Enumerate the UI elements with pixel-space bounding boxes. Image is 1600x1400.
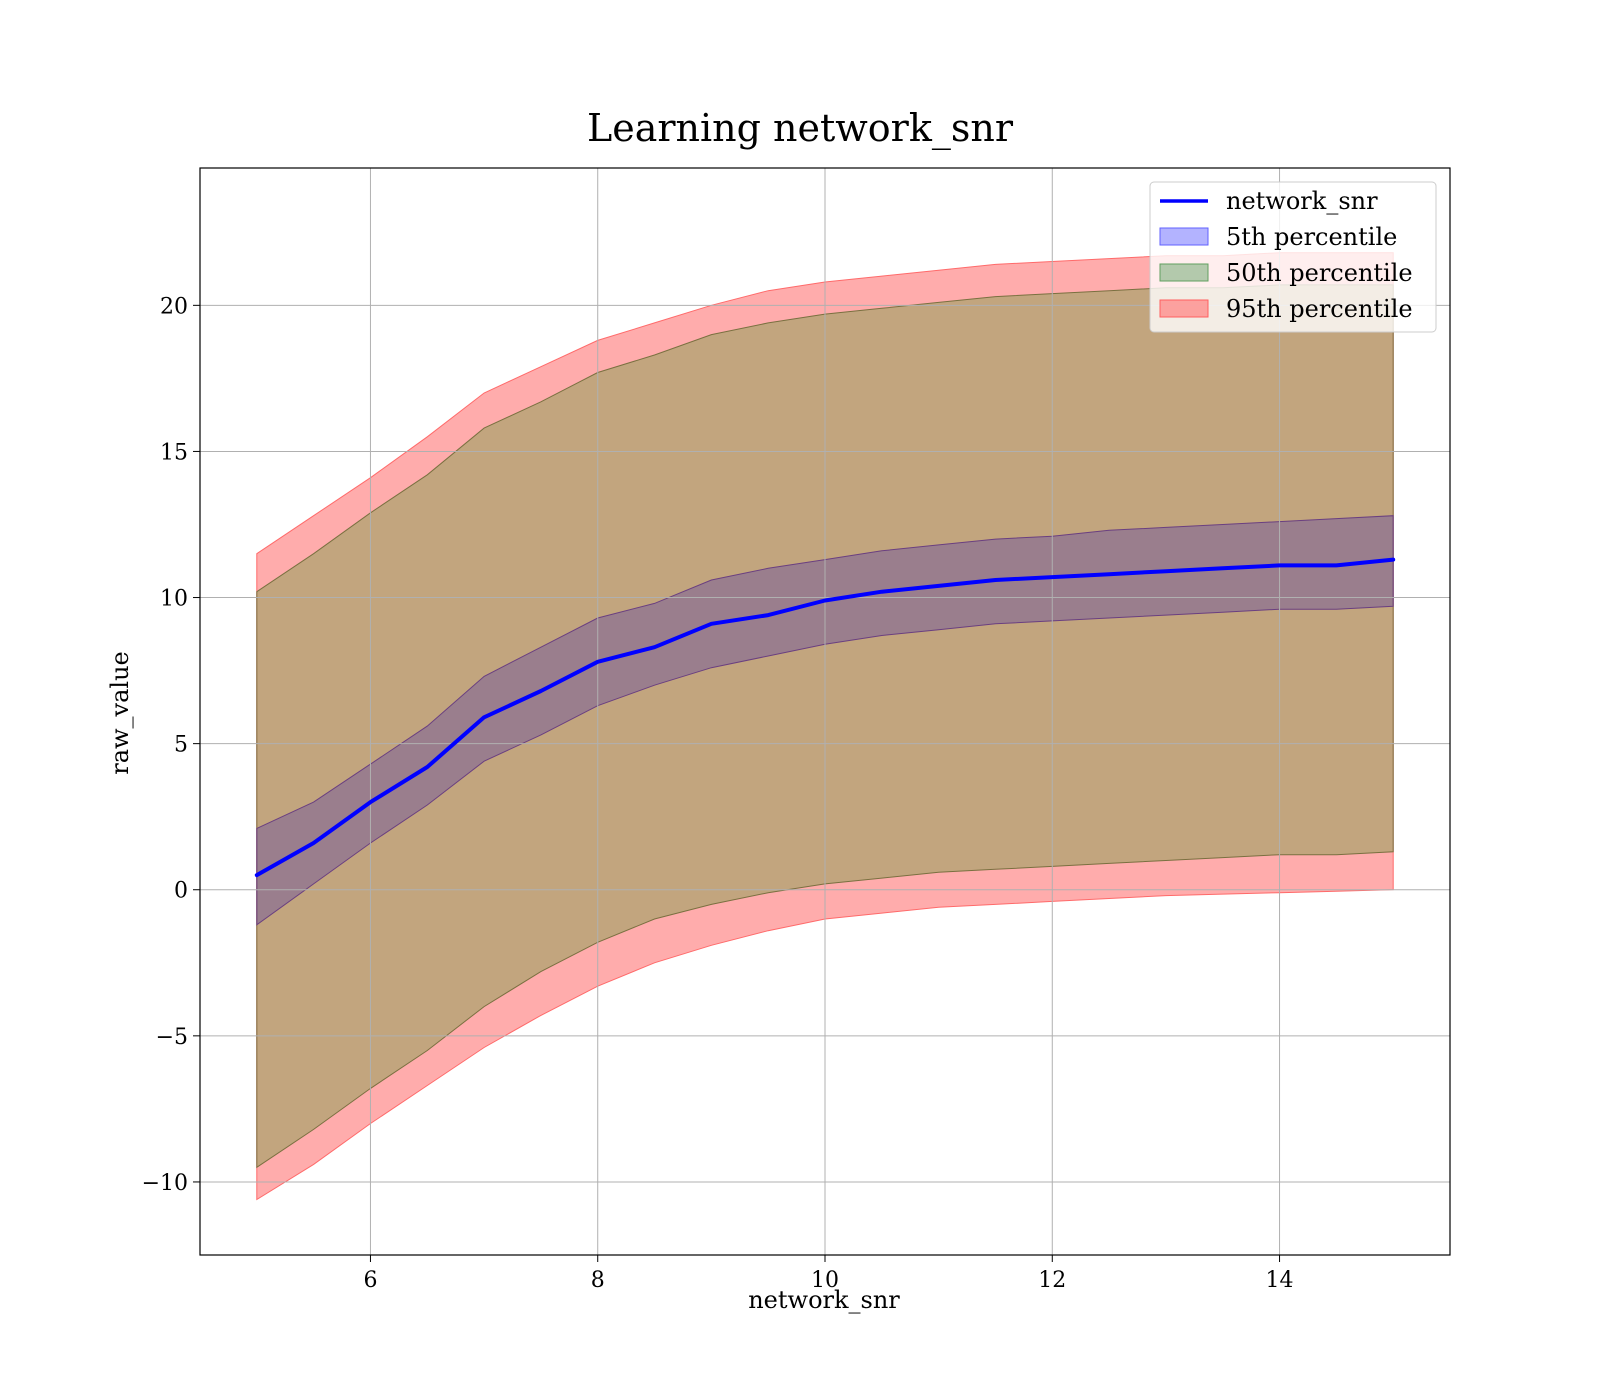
legend-label-95th: 95th percentile: [1226, 295, 1413, 323]
legend-swatch-5th: [1159, 227, 1209, 246]
line-layer: [254, 557, 1396, 878]
grid: [200, 168, 1450, 1255]
x-axis-label: network_snr: [748, 1286, 900, 1314]
legend-label-line: network_snr: [1226, 187, 1378, 215]
x-tick-label: 12: [1038, 1268, 1066, 1293]
x-ticks: 6 8 10 12 14: [363, 1255, 1294, 1293]
y-tick-label: −5: [156, 1025, 188, 1050]
x-tick-label: 14: [1266, 1268, 1294, 1293]
y-tick-label: −10: [142, 1171, 188, 1196]
legend-swatch-95th: [1159, 299, 1209, 318]
legend-label-50th: 50th percentile: [1226, 259, 1413, 287]
y-tick-label: 0: [174, 879, 188, 904]
series-line-network-snr: [254, 557, 1396, 878]
x-tick-label: 6: [363, 1268, 377, 1293]
legend-box: [1149, 181, 1437, 333]
legend-swatch-50th: [1159, 263, 1209, 282]
y-ticks: −10 −5 0 5 10 15 20: [142, 294, 200, 1196]
y-tick-label: 5: [174, 733, 188, 758]
y-axis-label: raw_value: [106, 651, 134, 775]
legend: network_snr 5th percentile 50th percenti…: [1149, 181, 1437, 333]
x-tick-label: 8: [591, 1268, 605, 1293]
x-tick-label: 10: [811, 1268, 839, 1293]
chart-title: Learning network_snr: [587, 106, 1014, 151]
y-tick-label: 20: [160, 294, 188, 319]
y-tick-label: 10: [160, 587, 188, 612]
y-tick-label: 15: [160, 440, 188, 465]
legend-label-5th: 5th percentile: [1226, 223, 1397, 251]
